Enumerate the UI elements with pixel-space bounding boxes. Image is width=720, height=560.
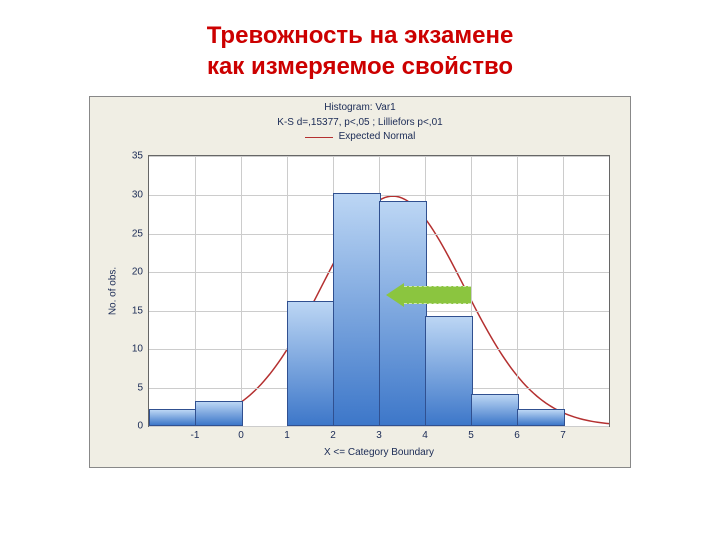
y-tick-label: 5 — [137, 382, 149, 393]
gridline-v — [563, 156, 564, 426]
y-tick-label: 35 — [132, 151, 149, 162]
x-tick-label: 0 — [238, 426, 244, 441]
x-tick-label: 3 — [376, 426, 382, 441]
x-tick-label: 4 — [422, 426, 428, 441]
arrow-head-icon — [386, 283, 404, 307]
chart-title-2: K-S d=,15377, p<,05 ; Lilliefors p<,01 — [90, 116, 630, 131]
chart-legend: Expected Normal — [90, 130, 630, 145]
slide-title-line1: Тревожность на экзамене — [40, 20, 680, 51]
x-tick-label: -1 — [191, 426, 200, 441]
y-tick-label: 0 — [137, 421, 149, 432]
y-tick-label: 20 — [132, 267, 149, 278]
x-tick-label: 6 — [514, 426, 520, 441]
legend-label: Expected Normal — [339, 130, 416, 145]
histogram-bar — [195, 401, 243, 426]
slide-title: Тревожность на экзамене как измеряемое с… — [40, 20, 680, 82]
histogram-bar — [471, 394, 519, 427]
y-tick-label: 10 — [132, 344, 149, 355]
arrow-body — [404, 286, 471, 304]
x-tick-label: 5 — [468, 426, 474, 441]
x-tick-label: 1 — [284, 426, 290, 441]
histogram-bar — [149, 409, 197, 426]
y-tick-label: 15 — [132, 305, 149, 316]
y-tick-label: 30 — [132, 189, 149, 200]
gridline-v — [241, 156, 242, 426]
y-tick-label: 25 — [132, 228, 149, 239]
y-axis-label: No. of obs. — [108, 267, 119, 315]
histogram-bar — [333, 193, 381, 426]
legend-swatch — [305, 137, 333, 138]
x-tick-label: 7 — [560, 426, 566, 441]
histogram-bar — [287, 301, 335, 426]
chart-title-1: Histogram: Var1 — [90, 101, 630, 116]
slide-title-line2: как измеряемое свойство — [40, 51, 680, 82]
histogram-bar — [425, 316, 473, 426]
annotation-arrow — [386, 283, 471, 307]
gridline-v — [195, 156, 196, 426]
gridline-v — [517, 156, 518, 426]
x-tick-label: 2 — [330, 426, 336, 441]
plot-area: No. of obs. X <= Category Boundary 05101… — [148, 155, 610, 427]
chart-header: Histogram: Var1 K-S d=,15377, p<,05 ; Li… — [90, 97, 630, 145]
histogram-bar — [379, 201, 427, 427]
x-axis-label: X <= Category Boundary — [324, 447, 434, 458]
histogram-bar — [517, 409, 565, 426]
histogram-chart: Histogram: Var1 K-S d=,15377, p<,05 ; Li… — [89, 96, 631, 468]
